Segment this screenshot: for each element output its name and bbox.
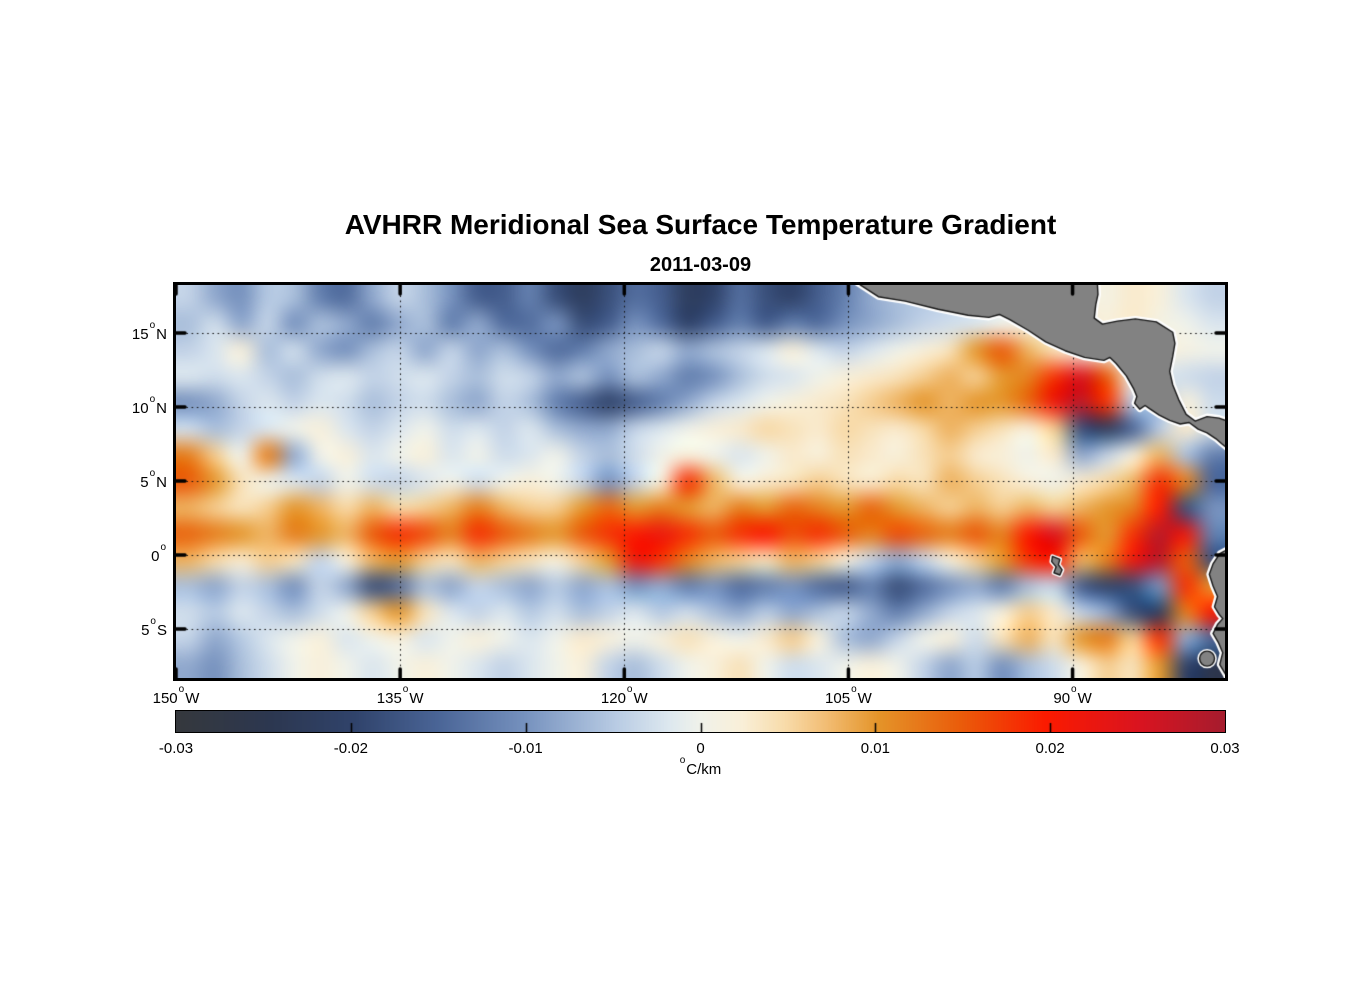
degree-symbol: o <box>149 393 156 405</box>
hemisphere-letter: N <box>156 325 167 343</box>
hemisphere-letter: S <box>156 622 167 639</box>
hemisphere-letter: W <box>1077 690 1092 707</box>
colorbar-tick-label: -0.03 <box>158 740 194 757</box>
colorbar-tick-label: 0.02 <box>1035 740 1065 757</box>
x-tick-label: 150oW <box>152 684 200 708</box>
tick-number: 5 <box>140 473 149 491</box>
degree-symbol: o <box>149 467 156 479</box>
x-tick-label: 105oW <box>825 684 872 708</box>
colorbar-frame <box>175 710 1226 733</box>
map-canvas <box>176 285 1225 678</box>
degree-symbol: o <box>160 541 166 553</box>
y-tick-label: 10oN <box>131 393 167 418</box>
tick-number: 90 <box>1053 690 1071 707</box>
degree-symbol: o <box>149 319 156 331</box>
degree-symbol: o <box>1071 684 1077 695</box>
colorbar-tick-label: -0.01 <box>508 740 543 757</box>
tick-number: 135 <box>376 690 402 707</box>
chart-title: AVHRR Meridional Sea Surface Temperature… <box>344 209 1057 240</box>
y-tick-label: 5oS <box>141 616 167 640</box>
colorbar-tick-label: 0.01 <box>860 740 890 757</box>
hemisphere-letter: W <box>857 690 872 707</box>
colorbar-unit-label: oC/km <box>176 755 1225 778</box>
tick-number: 120 <box>600 690 626 707</box>
y-tick-label: 15oN <box>131 319 167 344</box>
y-tick-label: 5oN <box>140 467 167 492</box>
degree-symbol: o <box>402 684 409 695</box>
hemisphere-letter: N <box>156 473 167 491</box>
x-tick-label: 120oW <box>600 684 648 708</box>
x-tick-label: 90oW <box>1053 684 1092 708</box>
hemisphere-letter: W <box>409 690 424 707</box>
tick-number: 150 <box>152 690 178 707</box>
degree-symbol: o <box>851 684 857 695</box>
degree-symbol: o <box>178 684 185 695</box>
chart-date-subtitle: 2011-03-09 <box>649 254 752 276</box>
tick-number: 5 <box>141 622 150 639</box>
unit-text: C/km <box>686 761 722 778</box>
degree-symbol: o <box>626 684 633 695</box>
colorbar-tick-label: 0.03 <box>1210 740 1240 757</box>
x-tick-label: 135oW <box>376 684 424 708</box>
tick-number: 0 <box>151 547 160 565</box>
hemisphere-letter: N <box>156 399 167 417</box>
degree-symbol: o <box>150 616 156 627</box>
tick-number: 15 <box>131 325 149 343</box>
hemisphere-letter: W <box>633 690 648 707</box>
colorbar-canvas <box>176 711 1225 732</box>
map-plot-frame <box>173 282 1228 681</box>
hemisphere-letter: W <box>185 690 200 707</box>
tick-number: 10 <box>131 399 149 417</box>
degree-symbol: o <box>679 755 686 766</box>
colorbar-tick-label: 0 <box>696 740 705 757</box>
tick-number: 105 <box>825 690 851 707</box>
colorbar-tick-label: -0.02 <box>333 740 368 757</box>
y-tick-label: 0o <box>151 541 167 566</box>
